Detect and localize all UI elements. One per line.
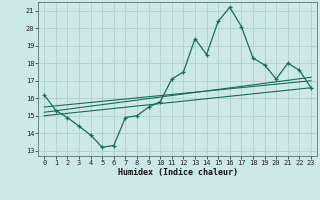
X-axis label: Humidex (Indice chaleur): Humidex (Indice chaleur) <box>118 168 238 177</box>
